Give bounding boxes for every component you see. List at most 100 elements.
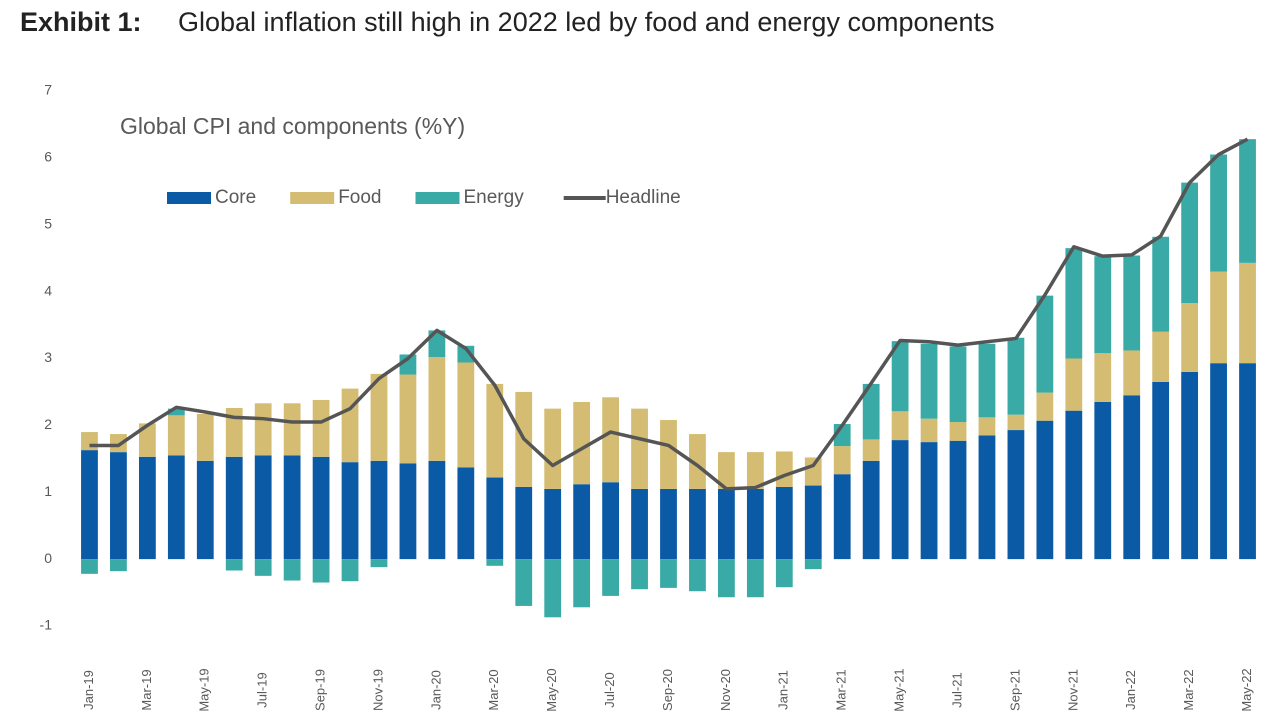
bar-segment	[631, 488, 648, 560]
x-tick-label: Sep-20	[660, 669, 675, 711]
bar-segment	[1210, 363, 1227, 560]
bar-segment	[1239, 262, 1256, 364]
x-tick-label: Mar-20	[486, 669, 501, 710]
bar-segment	[544, 488, 562, 560]
x-tick-label: Jan-19	[81, 670, 96, 710]
bar-segment	[167, 408, 185, 416]
bar-segment	[746, 559, 764, 598]
bar-segment	[602, 397, 619, 483]
bar-segment	[660, 559, 677, 588]
bar-segment	[862, 439, 880, 461]
bar-segment	[1094, 353, 1112, 402]
bar-segment	[1123, 350, 1141, 396]
bar-segment	[746, 488, 764, 560]
bar-segment	[457, 467, 475, 560]
bar-segment	[978, 343, 996, 418]
legend-label: Food	[338, 187, 381, 208]
bar-segment	[428, 330, 446, 358]
bar-segment	[254, 559, 272, 576]
headline-line	[89, 137, 1249, 491]
bar-segment	[370, 559, 388, 568]
bar-segment	[1181, 302, 1199, 372]
bar-segment	[1239, 363, 1256, 560]
y-tick-label: 3	[44, 349, 52, 365]
bar-segment	[341, 559, 359, 582]
bar-segment	[689, 488, 706, 560]
bar-segment	[81, 432, 98, 451]
x-tick-label: Sep-21	[1007, 669, 1022, 711]
bar-segment	[949, 422, 967, 441]
bar-segment	[225, 456, 243, 560]
bar-segment	[167, 415, 185, 456]
bar-segment	[833, 446, 851, 475]
bar-segment	[1123, 255, 1141, 351]
bar-segment	[341, 388, 359, 463]
bar-segment	[399, 374, 417, 464]
bar-segment	[486, 559, 504, 566]
bar-segment	[428, 460, 446, 560]
x-tick-label: Nov-20	[718, 669, 733, 711]
x-tick-label: Jan-21	[776, 670, 791, 710]
legend-label: Headline	[606, 187, 681, 208]
bar-segment	[457, 362, 475, 468]
bar-segment	[1152, 381, 1170, 560]
bar-segment	[573, 484, 591, 560]
bar-segment	[718, 452, 735, 489]
bar-segment	[660, 488, 677, 560]
bar-segment	[110, 559, 127, 572]
x-tick-label: Jan-20	[428, 670, 443, 710]
bar-segment	[1036, 295, 1054, 393]
bar-segment	[1065, 248, 1083, 359]
bar-segment	[573, 559, 591, 608]
legend-swatch	[415, 192, 460, 204]
bar-segment	[254, 455, 272, 560]
bar-segment	[1007, 430, 1025, 560]
bar-segment	[689, 559, 706, 592]
bar-segment	[920, 343, 938, 419]
bar-segment	[775, 559, 793, 588]
bar-segment	[804, 457, 822, 486]
bar-segment	[370, 373, 388, 461]
bar-segment	[1152, 236, 1170, 332]
x-tick-label: Mar-19	[139, 669, 154, 710]
y-tick-label: -1	[40, 617, 53, 633]
y-tick-label: 0	[44, 550, 52, 566]
bar-segment	[833, 474, 851, 560]
bar-segment	[138, 456, 156, 560]
bar-segment	[283, 455, 301, 560]
x-tick-label: May-21	[892, 668, 907, 711]
bar-segment	[746, 452, 764, 489]
bar-segment	[949, 440, 967, 560]
bar-segment	[978, 435, 996, 560]
bar-segment	[283, 403, 301, 456]
bar-segment	[1036, 392, 1054, 421]
bar-segment	[312, 399, 330, 457]
bar-segment	[196, 460, 214, 560]
bar-segment	[660, 420, 677, 489]
x-tick-label: Jul-20	[602, 672, 617, 707]
bar-segment	[196, 414, 214, 461]
y-tick-label: 6	[44, 149, 52, 165]
bar-segment	[775, 486, 793, 560]
legend-swatch	[167, 192, 211, 204]
y-tick-label: 7	[44, 82, 52, 98]
bar-segment	[602, 482, 619, 560]
bar-segment	[81, 559, 98, 574]
bar-segment	[891, 341, 909, 412]
bar-segment	[167, 455, 185, 560]
bar-segment	[1094, 401, 1112, 560]
bar-segment	[573, 401, 591, 485]
bar-segment	[775, 451, 793, 487]
bar-segment	[225, 407, 243, 457]
bar-segment	[1007, 337, 1025, 415]
bar-segment	[804, 559, 822, 570]
chart-title: Global inflation still high in 2022 led …	[178, 7, 995, 37]
bar-segment	[1065, 410, 1083, 560]
bar-segment	[486, 383, 504, 478]
bar-segment	[1123, 395, 1141, 560]
x-tick-label: Nov-21	[1065, 669, 1080, 711]
bar-segment	[862, 460, 880, 560]
bar-segment	[718, 488, 735, 560]
legend-label: Core	[215, 187, 256, 208]
